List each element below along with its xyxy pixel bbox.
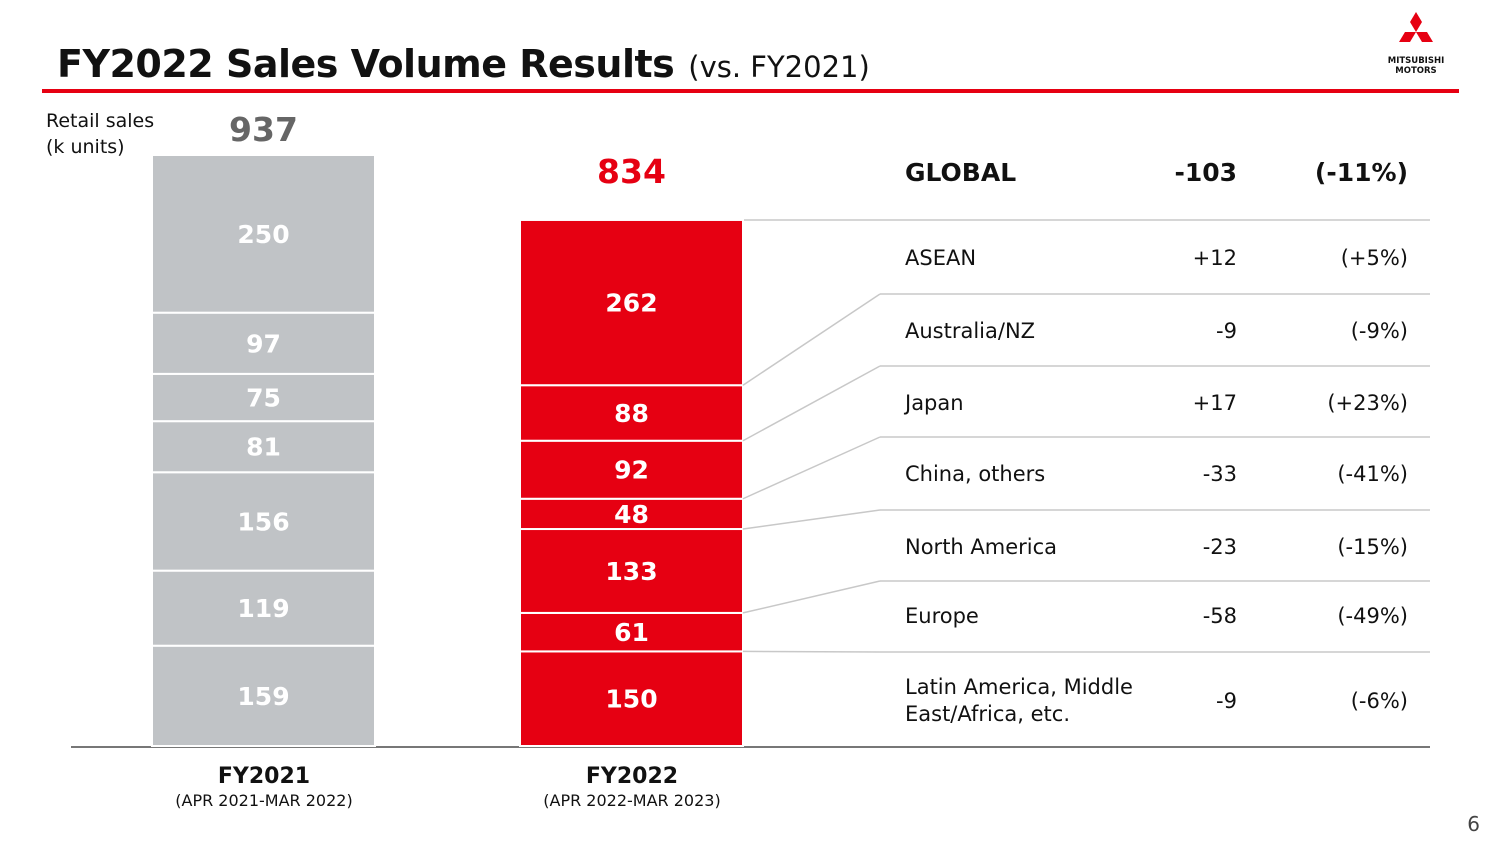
connector-line <box>742 580 881 614</box>
x-label-fy2021: FY2021 (APR 2021-MAR 2022) <box>114 764 414 810</box>
bar-segment <box>519 611 744 653</box>
mitsubishi-logo: MITSUBISHI MOTORS <box>1381 12 1451 78</box>
x-label-fy2022-range: (APR 2022-MAR 2023) <box>543 791 721 810</box>
data-label: 262 <box>605 289 657 318</box>
data-label: 156 <box>237 507 289 536</box>
connector-line <box>742 293 881 386</box>
bar-segment <box>519 528 744 614</box>
region-percent: (+5%) <box>1340 246 1408 270</box>
bar-segment <box>151 154 376 314</box>
y-axis-label-line1: Retail sales <box>46 110 155 132</box>
data-label: 250 <box>237 220 289 249</box>
data-label: 92 <box>614 456 649 485</box>
connector-line <box>742 650 881 653</box>
bar-segment <box>519 218 744 387</box>
region-change: -33 <box>1202 462 1237 486</box>
page-number: 6 <box>1467 812 1480 836</box>
data-label: 133 <box>605 557 657 586</box>
bar-segment <box>519 650 744 747</box>
bar-segment <box>151 372 376 423</box>
page-subtitle: (vs. FY2021) <box>688 50 870 84</box>
x-label-fy2021-name: FY2021 <box>217 764 311 789</box>
connector-line <box>742 365 881 442</box>
bar-segment <box>151 471 376 572</box>
region-change: +12 <box>1192 246 1237 270</box>
region-percent: (-41%) <box>1337 462 1408 486</box>
page-title: FY2022 Sales Volume Results <box>57 42 675 86</box>
bar-segment <box>151 311 376 375</box>
x-label-fy2021-range: (APR 2021-MAR 2022) <box>175 791 353 810</box>
region-percent: (-9%) <box>1350 319 1408 343</box>
logo-text: MITSUBISHI MOTORS <box>1387 56 1445 76</box>
region-name: Europe <box>905 604 979 628</box>
bar-segment <box>519 439 744 500</box>
region-change: -9 <box>1216 689 1237 713</box>
data-label: 97 <box>246 329 281 358</box>
region-change: -103 <box>1174 158 1237 187</box>
x-label-fy2022: FY2022 (APR 2022-MAR 2023) <box>482 764 782 810</box>
y-axis-label: Retail sales (k units) <box>46 108 154 160</box>
region-name: China, others <box>905 462 1046 486</box>
total-fy2022: 834 <box>597 152 666 191</box>
region-name: ASEAN <box>905 246 977 270</box>
connector-line <box>742 509 881 530</box>
region-change: -58 <box>1202 604 1237 628</box>
data-label: 48 <box>614 500 649 529</box>
region-name: Japan <box>905 391 964 415</box>
region-percent: (+23%) <box>1327 391 1408 415</box>
connector-line <box>742 436 881 500</box>
region-change: +17 <box>1192 391 1237 415</box>
page-title-block: FY2022 Sales Volume Results (vs. FY2021) <box>57 42 870 86</box>
bar-segment <box>519 384 744 442</box>
region-name: North America <box>905 535 1058 559</box>
data-label: 159 <box>237 682 289 711</box>
bar-segment <box>151 644 376 747</box>
region-change: -23 <box>1202 535 1237 559</box>
data-label: 88 <box>614 399 649 428</box>
three-diamonds-icon <box>1399 12 1433 42</box>
y-axis-label-line2: (k units) <box>46 136 125 158</box>
total-fy2021: 937 <box>229 110 298 149</box>
data-label: 81 <box>246 433 281 462</box>
region-percent: (-11%) <box>1314 158 1408 187</box>
region-name: Australia/NZ <box>905 319 1036 343</box>
data-label: 119 <box>237 594 289 623</box>
data-label: 150 <box>605 685 657 714</box>
data-label: 61 <box>614 618 649 647</box>
region-percent: (-49%) <box>1337 604 1408 628</box>
bar-segment <box>519 497 744 531</box>
region-name: Latin America, Middle East/Africa, etc. <box>905 675 1133 726</box>
region-name: GLOBAL <box>905 158 1017 187</box>
data-label: 75 <box>246 384 281 413</box>
region-percent: (-6%) <box>1350 689 1408 713</box>
region-percent: (-15%) <box>1337 535 1408 559</box>
bar-segment <box>151 569 376 647</box>
x-label-fy2022-name: FY2022 <box>585 764 679 789</box>
region-change: -9 <box>1216 319 1237 343</box>
title-underline <box>42 89 1459 93</box>
